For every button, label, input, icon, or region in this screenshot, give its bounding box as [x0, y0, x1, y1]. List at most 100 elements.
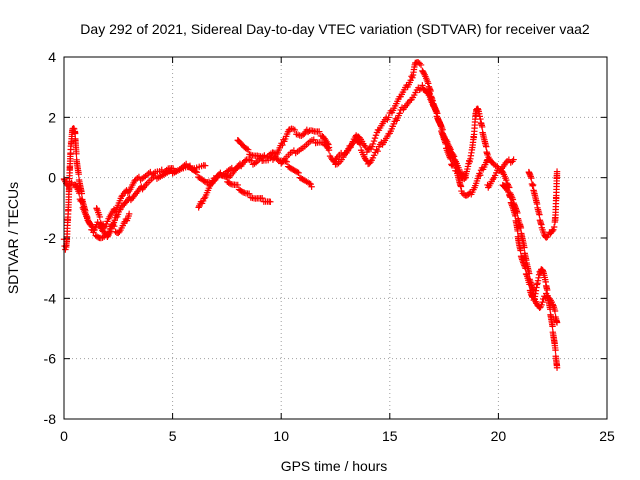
data-point-trace-j [503, 180, 511, 187]
data-point-trace-f [316, 128, 323, 135]
data-point-trace-d [234, 181, 241, 189]
data-point-trace-b [109, 220, 117, 228]
data-point-trace-k [505, 188, 512, 196]
data-point-trace-h [356, 141, 364, 148]
data-point-trace-c [169, 165, 177, 172]
data-point-trace-c [96, 213, 104, 221]
data-point-trace-i [438, 124, 446, 132]
data-point-trace-e [294, 168, 301, 176]
data-point-trace-b [73, 183, 80, 190]
y-axis-label: SDTVAR / TECUs [5, 182, 21, 294]
data-point-trace-b [88, 222, 95, 230]
data-point-trace-k [526, 281, 533, 288]
data-point-trace-i [456, 166, 463, 174]
data-point-trace-b [65, 182, 72, 190]
data-point-trace-i [443, 138, 451, 145]
data-point-trace-f [243, 145, 251, 153]
data-point-trace-g [310, 136, 317, 143]
data-point-trace-k [517, 247, 524, 254]
data-point-trace-d [267, 198, 274, 205]
data-point-trace-g [419, 68, 427, 76]
data-point-trace-i [450, 151, 457, 159]
data-point-trace-g [371, 134, 379, 142]
x-tick-label: 10 [273, 428, 289, 444]
data-point-trace-b [83, 212, 90, 220]
y-tick-label: -2 [44, 230, 57, 246]
data-point-trace-i [510, 156, 517, 163]
data-point-trace-c [193, 169, 201, 176]
data-point-trace-b [91, 226, 98, 234]
x-tick-label: 25 [599, 428, 615, 444]
data-point-trace-d [226, 180, 234, 187]
data-point-trace-i [478, 123, 486, 131]
data-point-trace-g [372, 132, 380, 139]
data-point-trace-b [78, 198, 86, 206]
plot-frame [63, 56, 608, 420]
data-point-trace-k [522, 265, 529, 272]
data-point-trace-i [483, 143, 490, 150]
y-tick-label: -8 [44, 411, 57, 427]
x-axis-label: GPS time / hours [281, 458, 388, 474]
data-point-trace-i [433, 110, 441, 117]
data-point-trace-c [100, 224, 108, 231]
data-point-trace-c [192, 168, 199, 175]
data-point-trace-k [543, 286, 551, 294]
data-point-trace-j [551, 307, 559, 315]
data-point-trace-h [396, 110, 403, 117]
data-point-trace-g [416, 60, 423, 67]
data-point-trace-g [385, 114, 392, 121]
axis-ticks: 0 5 10 15 20 25 -8 -6 -4 -2 0 2 4 [44, 49, 615, 444]
data-point-trace-j [503, 176, 510, 184]
data-point-trace-k [546, 306, 554, 313]
data-point-trace-g [420, 70, 428, 77]
data-point-trace-a [75, 170, 82, 178]
data-point-trace-h [419, 82, 426, 89]
y-tick-label: 0 [48, 170, 56, 186]
data-point-trace-b [82, 211, 89, 218]
data-point-trace-f [291, 126, 298, 134]
data-point-trace-d [258, 194, 266, 202]
data-point-trace-k [552, 346, 559, 354]
data-point-trace-e [248, 157, 255, 164]
x-tick-label: 15 [382, 428, 398, 444]
data-point-trace-i [450, 153, 458, 160]
data-point-trace-k [514, 227, 521, 235]
x-tick-label: 20 [491, 428, 507, 444]
data-point-trace-k [507, 194, 514, 201]
data-point-trace-e [306, 180, 313, 187]
x-tick-label: 5 [169, 428, 177, 444]
data-point-trace-g [425, 80, 432, 87]
chart-title: Day 292 of 2021, Sidereal Day-to-day VTE… [80, 21, 590, 37]
data-point-trace-k [502, 185, 510, 192]
data-point-trace-h [370, 152, 378, 159]
data-point-trace-a [73, 150, 80, 158]
data-point-trace-e [308, 183, 315, 190]
data-point-trace-f [257, 153, 264, 160]
data-point-trace-j [539, 298, 546, 306]
data-point-trace-a [71, 130, 79, 137]
data-point-trace-l [549, 227, 556, 235]
data-point-trace-b [76, 189, 83, 197]
data-point-trace-a [125, 210, 133, 218]
data-point-trace-i [464, 163, 472, 170]
data-point-trace-g [409, 74, 416, 81]
data-points [60, 59, 561, 371]
y-tick-label: 2 [48, 109, 56, 125]
data-point-trace-h [477, 172, 484, 179]
data-point-trace-h [374, 147, 381, 155]
y-tick-label: 4 [48, 49, 56, 65]
data-point-trace-d [200, 195, 208, 202]
data-point-trace-g [408, 73, 415, 80]
data-point-trace-e [241, 157, 249, 164]
data-point-trace-f [279, 141, 286, 149]
x-tick-label: 0 [60, 428, 68, 444]
data-point-trace-i [440, 133, 448, 140]
data-point-trace-k [549, 323, 556, 330]
data-point-trace-l [553, 168, 561, 175]
data-point-trace-g [417, 61, 425, 69]
data-point-trace-g [370, 137, 378, 145]
data-point-trace-i [477, 115, 484, 123]
data-point-trace-g [369, 140, 377, 148]
data-point-trace-d [239, 188, 247, 196]
data-point-trace-k [553, 364, 561, 371]
